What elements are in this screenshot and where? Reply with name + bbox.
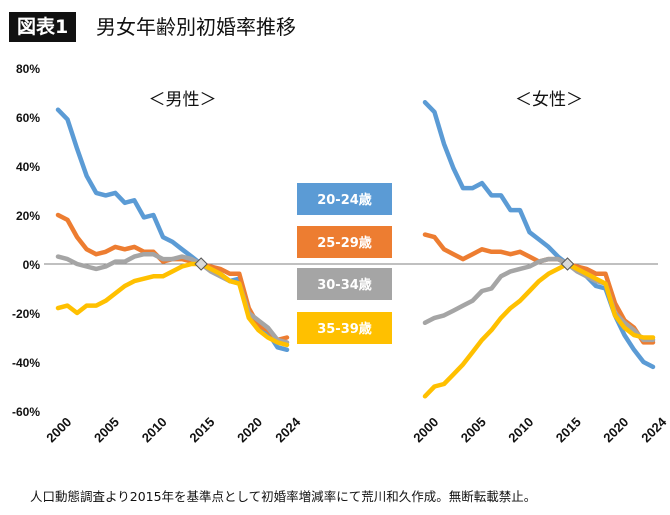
legend-label: 30-34歳 <box>317 277 372 293</box>
x-tick-label: 2010 <box>139 414 170 445</box>
x-tick-label: 2010 <box>505 414 536 445</box>
y-tick-label: 20% <box>16 209 40 223</box>
legend-label: 20-24歳 <box>317 192 372 208</box>
panel-title: ＜男性＞ <box>149 90 217 110</box>
page-title: 男女年齢別初婚率推移 <box>96 15 296 39</box>
x-tick-label: 2015 <box>553 414 584 445</box>
base-year-marker <box>194 257 208 271</box>
series-line <box>55 251 290 345</box>
x-tick-label: 2024 <box>272 414 304 446</box>
series-line <box>422 261 656 399</box>
x-tick-label: 2005 <box>458 414 489 445</box>
legend-swatch <box>297 312 392 344</box>
legend-swatch <box>297 183 392 215</box>
x-tick-label: 2020 <box>600 414 631 445</box>
legend-label: 35-39歳 <box>317 321 372 337</box>
panel-title: ＜女性＞ <box>515 90 583 110</box>
x-tick-label: 2000 <box>43 414 74 445</box>
x-tick-label: 2005 <box>91 414 122 445</box>
y-tick-label: 80% <box>16 62 40 76</box>
y-tick-label: -20% <box>12 307 40 321</box>
source-note: 人口動態調査より2015年を基準点として初婚率増減率にて荒川和久作成。無断転載禁… <box>30 489 537 504</box>
x-tick-label: 2000 <box>410 414 441 445</box>
x-tick-label: 2015 <box>186 414 217 445</box>
x-tick-label: 2020 <box>234 414 265 445</box>
figure-badge: 図表1 <box>9 12 77 42</box>
y-tick-label: -40% <box>12 356 40 370</box>
base-year-marker <box>560 257 575 271</box>
series-line <box>422 100 656 370</box>
y-tick-label: 0% <box>23 258 41 272</box>
y-tick-label: -60% <box>12 405 40 419</box>
legend-swatch <box>297 226 392 258</box>
y-tick-label: 40% <box>16 160 40 174</box>
series-line <box>55 261 290 348</box>
y-tick-label: 60% <box>16 111 40 125</box>
legend-swatch <box>297 268 392 300</box>
x-tick-label: 2024 <box>638 414 670 446</box>
legend-label: 25-29歳 <box>317 235 372 251</box>
